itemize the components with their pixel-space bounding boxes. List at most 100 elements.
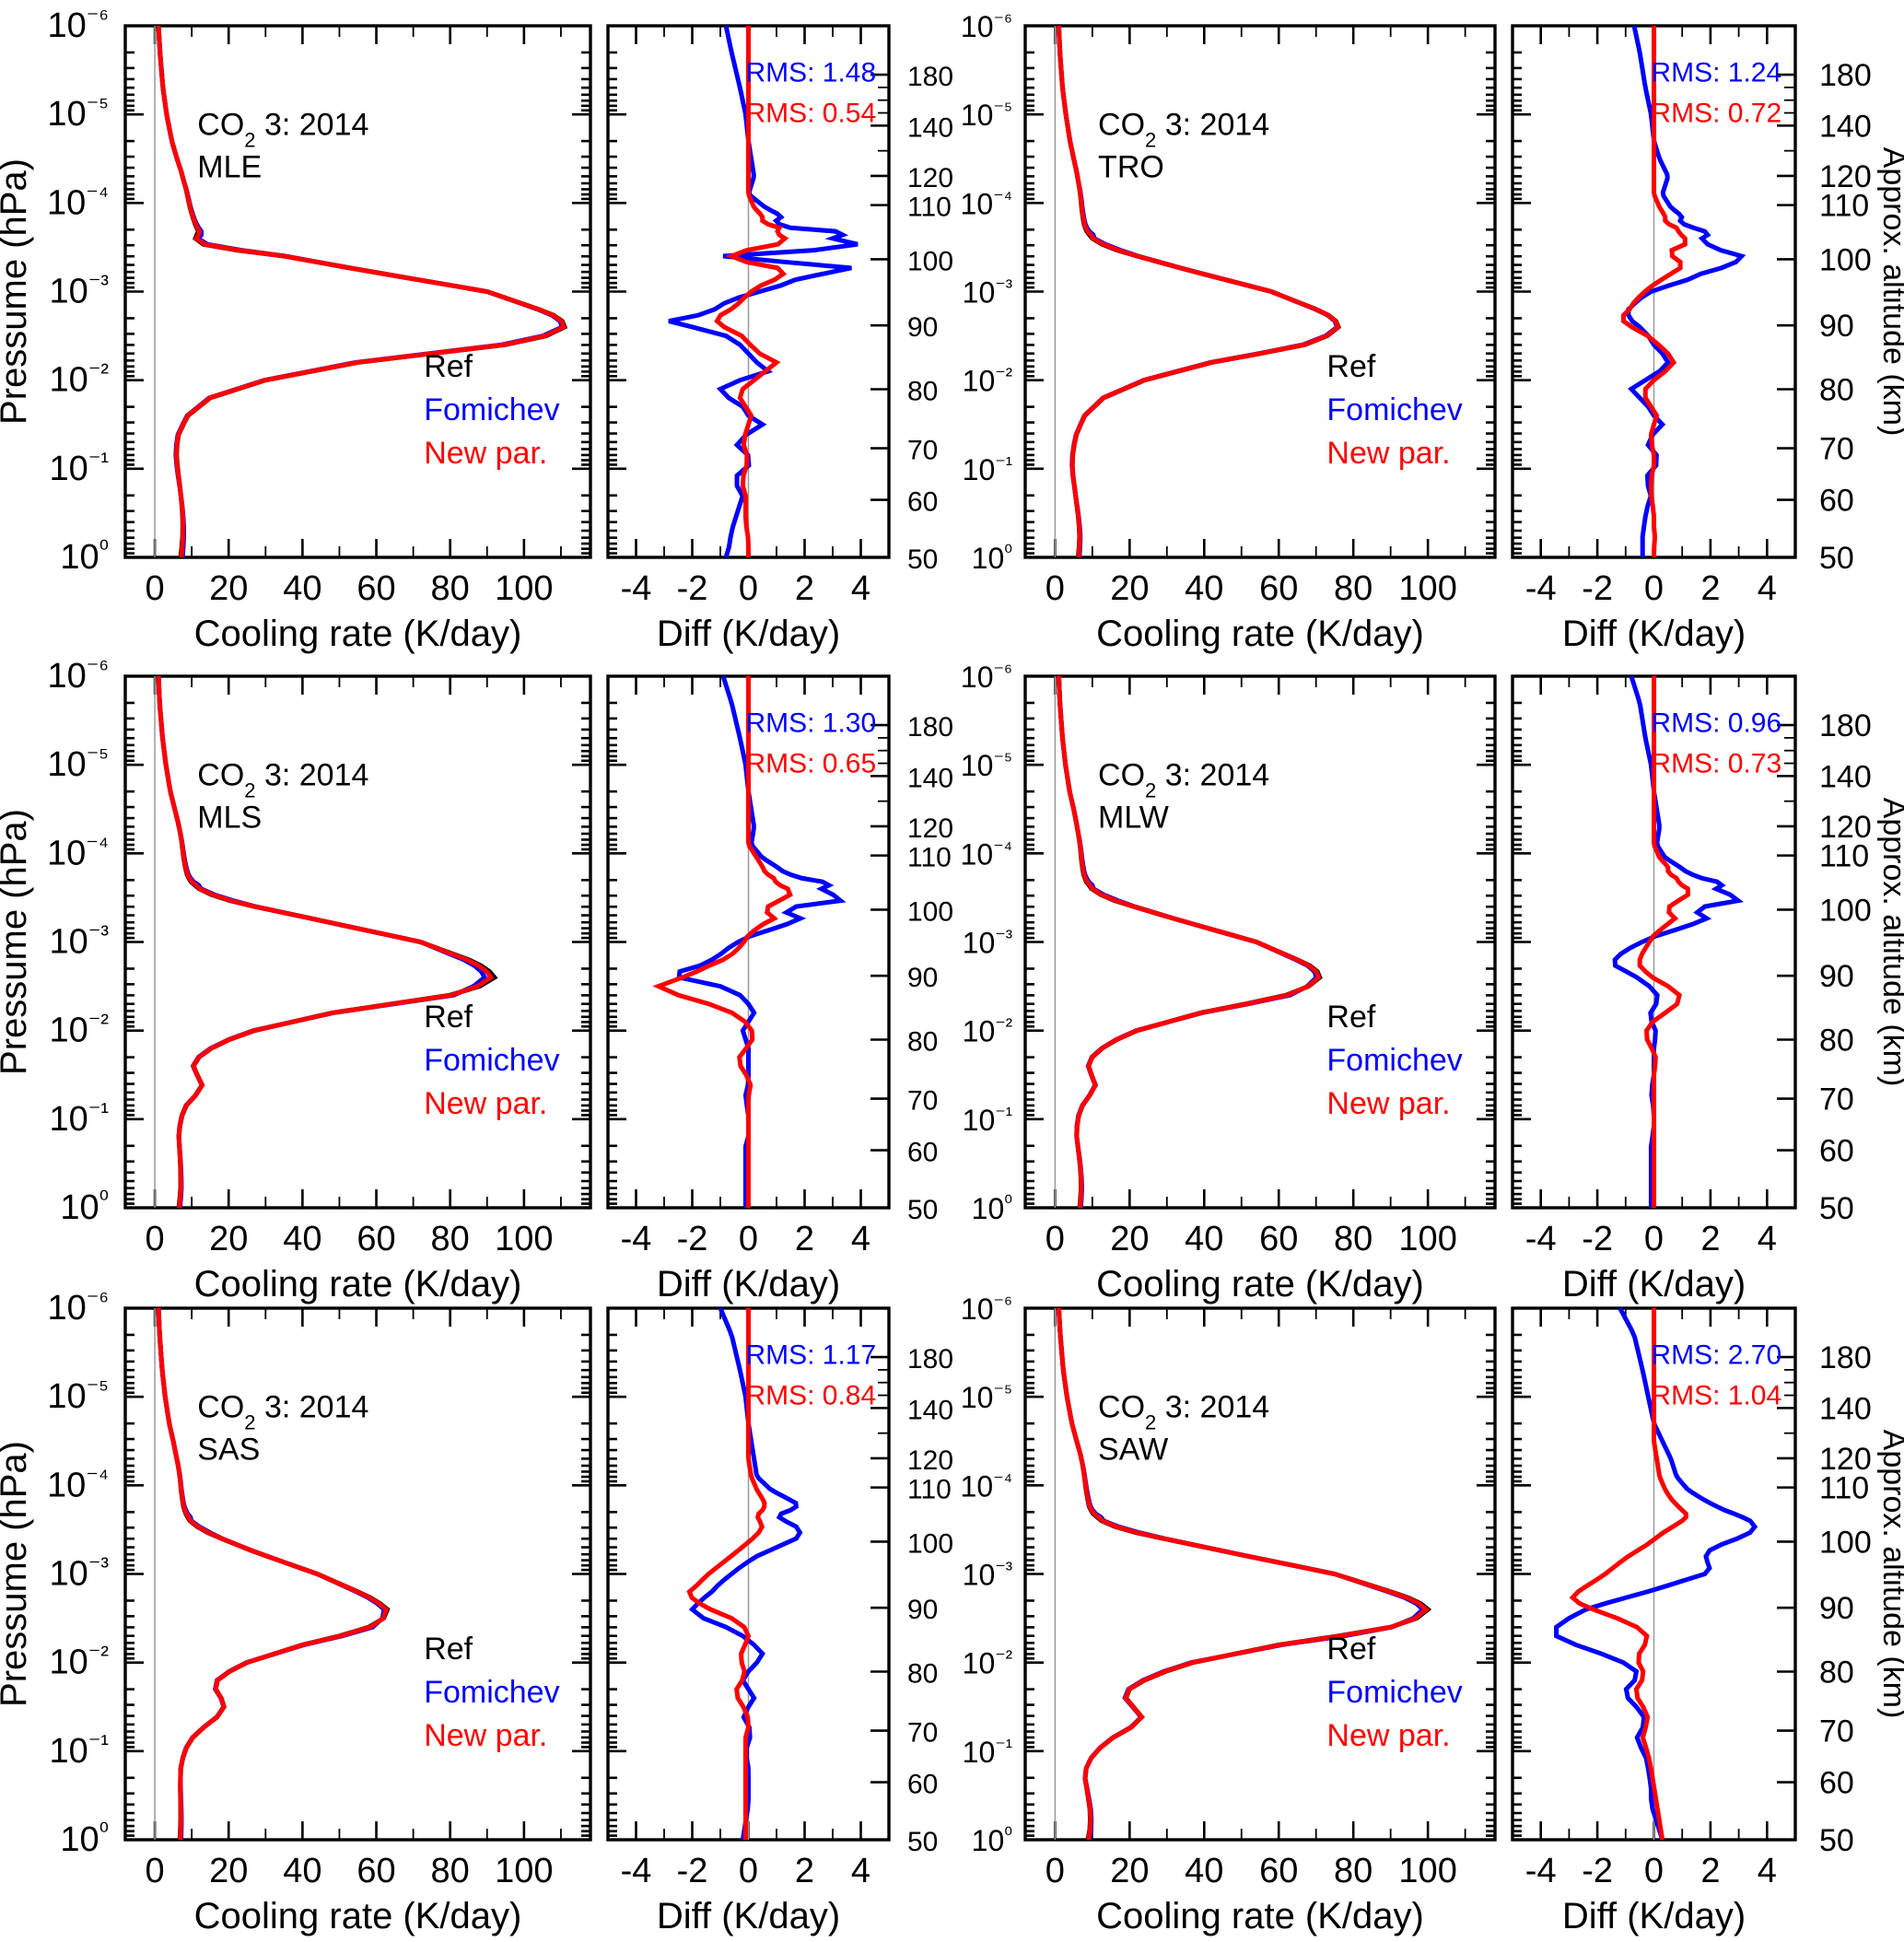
svg-text:60: 60 — [1259, 1220, 1298, 1258]
svg-text:60: 60 — [1259, 569, 1298, 608]
svg-text:120: 120 — [1819, 1442, 1872, 1477]
svg-text:MLS: MLS — [197, 800, 262, 835]
svg-text:RMS: 0.84: RMS: 0.84 — [745, 1381, 876, 1411]
svg-text:-4: -4 — [1525, 1220, 1557, 1258]
svg-text:RMS: 1.48: RMS: 1.48 — [745, 58, 876, 88]
svg-text:90: 90 — [907, 312, 938, 343]
svg-text:Diff (K/day): Diff (K/day) — [657, 614, 840, 654]
svg-text:40: 40 — [1185, 1852, 1223, 1890]
svg-text:Fomichev: Fomichev — [424, 392, 559, 427]
svg-text:20: 20 — [209, 569, 248, 608]
svg-text:4: 4 — [851, 1852, 870, 1890]
svg-text:110: 110 — [907, 1475, 952, 1505]
svg-text:0: 0 — [145, 1220, 164, 1258]
svg-text:Diff (K/day): Diff (K/day) — [1562, 614, 1746, 654]
svg-text:New par.: New par. — [424, 436, 547, 471]
svg-text:2: 2 — [795, 1852, 814, 1890]
svg-text:RMS: 0.72: RMS: 0.72 — [1651, 99, 1781, 129]
svg-text:Diff (K/day): Diff (K/day) — [1562, 1896, 1746, 1936]
svg-text:120: 120 — [1819, 810, 1872, 845]
svg-text:90: 90 — [1819, 309, 1854, 344]
svg-text:Fomichev: Fomichev — [1326, 1043, 1462, 1078]
svg-text:60: 60 — [1819, 1134, 1854, 1169]
svg-text:Approx. altitude (km): Approx. altitude (km) — [1876, 798, 1904, 1087]
svg-text:Fomichev: Fomichev — [424, 1675, 559, 1710]
svg-text:100: 100 — [1398, 569, 1456, 608]
svg-text:40: 40 — [1185, 569, 1223, 608]
svg-text:110: 110 — [907, 843, 952, 873]
svg-text:Pressume (hPa): Pressume (hPa) — [0, 1441, 34, 1707]
svg-text:80: 80 — [431, 1220, 470, 1258]
svg-text:4: 4 — [1758, 1220, 1777, 1258]
svg-text:-4: -4 — [621, 1852, 652, 1890]
svg-text:TRO: TRO — [1098, 149, 1164, 184]
svg-text:New par.: New par. — [424, 1086, 547, 1121]
svg-text:Cooling rate (K/day): Cooling rate (K/day) — [1096, 1264, 1424, 1304]
svg-text:180: 180 — [1819, 58, 1872, 93]
svg-text:180: 180 — [907, 712, 953, 743]
svg-text:100: 100 — [1398, 1220, 1456, 1258]
svg-text:40: 40 — [283, 1852, 321, 1890]
svg-text:180: 180 — [907, 1344, 953, 1375]
svg-text:120: 120 — [907, 1445, 953, 1476]
svg-text:100: 100 — [907, 1528, 953, 1559]
svg-text:100: 100 — [495, 1852, 553, 1890]
svg-text:180: 180 — [1819, 708, 1872, 743]
svg-text:4: 4 — [1758, 569, 1777, 608]
svg-text:Ref: Ref — [1326, 349, 1375, 384]
svg-text:70: 70 — [907, 436, 938, 466]
svg-text:140: 140 — [1819, 109, 1872, 144]
svg-text:70: 70 — [1819, 1082, 1854, 1117]
svg-text:RMS: 1.24: RMS: 1.24 — [1651, 58, 1781, 88]
svg-text:100: 100 — [907, 246, 953, 276]
svg-text:-4: -4 — [1525, 569, 1557, 608]
svg-text:50: 50 — [907, 1195, 938, 1225]
svg-text:50: 50 — [907, 544, 938, 575]
svg-text:-2: -2 — [1582, 1852, 1613, 1890]
svg-text:RMS: 1.30: RMS: 1.30 — [745, 708, 876, 739]
svg-text:2: 2 — [1700, 1852, 1720, 1890]
svg-text:RMS: 0.65: RMS: 0.65 — [745, 749, 876, 779]
svg-text:Cooling rate (K/day): Cooling rate (K/day) — [194, 1896, 522, 1936]
svg-text:Approx. altitude (km): Approx. altitude (km) — [1876, 147, 1904, 437]
svg-text:100: 100 — [495, 1220, 553, 1258]
svg-text:140: 140 — [907, 112, 953, 143]
svg-text:20: 20 — [1110, 1852, 1149, 1890]
svg-text:140: 140 — [1819, 1391, 1872, 1426]
svg-text:120: 120 — [907, 163, 953, 193]
svg-text:4: 4 — [851, 1220, 870, 1258]
svg-text:-2: -2 — [677, 1220, 708, 1258]
svg-text:Pressume (hPa): Pressume (hPa) — [0, 158, 34, 425]
svg-text:Cooling rate (K/day): Cooling rate (K/day) — [1096, 614, 1424, 654]
svg-text:20: 20 — [1110, 569, 1149, 608]
svg-text:90: 90 — [907, 1595, 938, 1625]
svg-text:50: 50 — [907, 1827, 938, 1857]
svg-text:Approx. altitude (km): Approx. altitude (km) — [1876, 1430, 1904, 1719]
svg-text:100: 100 — [1819, 893, 1872, 928]
svg-text:60: 60 — [907, 487, 938, 518]
svg-text:50: 50 — [1819, 541, 1854, 576]
svg-text:80: 80 — [907, 1027, 938, 1058]
svg-text:RMS: 0.54: RMS: 0.54 — [745, 99, 876, 129]
svg-text:60: 60 — [1819, 484, 1854, 519]
svg-text:Ref: Ref — [424, 1632, 473, 1667]
svg-text:90: 90 — [1819, 959, 1854, 994]
svg-text:80: 80 — [1819, 1024, 1854, 1059]
svg-text:Cooling rate (K/day): Cooling rate (K/day) — [194, 614, 522, 654]
svg-text:2: 2 — [795, 569, 814, 608]
svg-text:0: 0 — [739, 569, 758, 608]
svg-text:140: 140 — [907, 763, 953, 793]
svg-text:60: 60 — [356, 1852, 395, 1890]
svg-text:2: 2 — [795, 1220, 814, 1258]
svg-text:RMS: 2.70: RMS: 2.70 — [1651, 1340, 1781, 1371]
svg-text:New par.: New par. — [1326, 436, 1450, 471]
svg-text:180: 180 — [1819, 1340, 1872, 1375]
svg-text:60: 60 — [907, 1138, 938, 1168]
svg-text:60: 60 — [1259, 1852, 1298, 1890]
svg-text:RMS: 0.73: RMS: 0.73 — [1651, 749, 1781, 779]
svg-text:New par.: New par. — [1326, 1718, 1450, 1753]
svg-text:80: 80 — [907, 1659, 938, 1690]
svg-text:-4: -4 — [621, 1220, 652, 1258]
svg-text:60: 60 — [1819, 1766, 1854, 1801]
svg-text:2: 2 — [1700, 1220, 1720, 1258]
